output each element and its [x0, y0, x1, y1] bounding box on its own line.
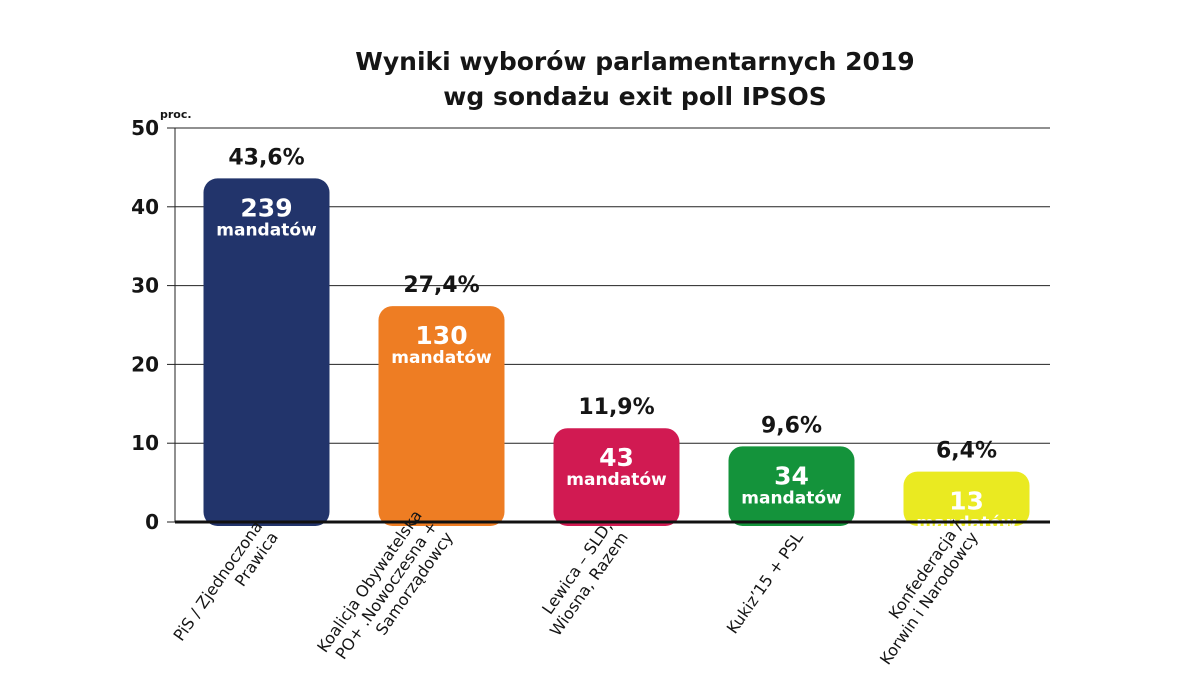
y-tick-label: 40	[131, 195, 159, 219]
chart-title: Wyniki wyborów parlamentarnych 2019	[355, 47, 914, 76]
bar-seats-unit: mandatów	[391, 348, 492, 368]
bar-seats-count: 13	[949, 487, 984, 516]
y-tick-label: 10	[131, 431, 159, 455]
bar-seats-unit: mandatów	[741, 488, 842, 508]
y-axis-unit: proc.	[160, 108, 192, 121]
y-axis-ticks: 0 10 20 30 40 50	[131, 116, 176, 534]
y-tick-label: 30	[131, 274, 159, 298]
chart-subtitle: wg sondażu exit poll IPSOS	[443, 82, 826, 111]
bar-seats-count: 130	[415, 321, 467, 350]
bar	[903, 471, 1030, 526]
y-tick-label: 50	[131, 116, 159, 140]
bar-value-label: 9,6%	[761, 413, 822, 438]
bar	[203, 178, 330, 526]
bar-seats-count: 43	[599, 443, 634, 472]
y-tick-label: 20	[131, 352, 159, 376]
category-label: Konfederacja /Korwin i Narodowcy	[876, 517, 982, 668]
bar	[553, 428, 680, 526]
bar-value-label: 6,4%	[936, 439, 997, 464]
bar	[378, 306, 505, 526]
category-label-line: Kukiz’15 + PSL	[723, 528, 807, 637]
bar-seats-unit: mandatów	[916, 514, 1017, 534]
bar-value-label: 11,9%	[578, 395, 654, 420]
bar-seats-count: 239	[240, 193, 292, 222]
category-label: Kukiz’15 + PSL	[723, 528, 807, 637]
bar-seats-count: 34	[774, 461, 809, 490]
bar-seats-unit: mandatów	[566, 470, 667, 490]
y-tick-label: 0	[145, 510, 159, 534]
bar-value-label: 43,6%	[228, 145, 304, 170]
bar-seats-unit: mandatów	[216, 220, 317, 240]
bars: 43,6%239mandatów27,4%130mandatów11,9%43m…	[203, 145, 1030, 534]
bar	[728, 446, 855, 526]
category-label: Lewica – SLD,Wiosna, Razem	[538, 517, 632, 639]
bar-value-label: 27,4%	[403, 273, 479, 298]
